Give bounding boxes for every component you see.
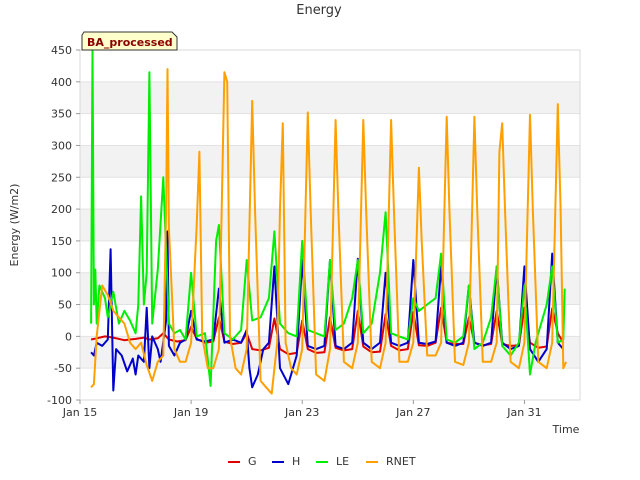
legend: G H LE RNET xyxy=(228,455,416,468)
y-tick-label: 250 xyxy=(51,171,72,184)
y-tick-label: 0 xyxy=(65,330,72,343)
x-tick-label: Jan 31 xyxy=(506,406,541,419)
y-tick-label: 100 xyxy=(51,267,72,280)
plot-frame xyxy=(79,49,581,401)
series-line-le xyxy=(90,49,566,387)
x-tick-label: Jan 19 xyxy=(173,406,208,419)
y-axis-ticks: -100 -50 0 50 100 150 200 250 300 350 400 450 xyxy=(47,44,80,407)
legend-item-rnet: RNET xyxy=(366,455,416,468)
grid-band xyxy=(80,209,580,241)
series-line-rnet xyxy=(90,68,568,395)
legend-item-h: H xyxy=(272,455,300,468)
x-tick-label: Jan 23 xyxy=(284,406,319,419)
grid-band xyxy=(80,81,580,114)
y-tick-label: 450 xyxy=(51,44,72,57)
legend-label: LE xyxy=(336,455,349,468)
x-tick-label: Jan 15 xyxy=(62,406,97,419)
y-tick-label: 400 xyxy=(51,76,72,89)
grid-band xyxy=(80,145,580,178)
legend-item-g: G xyxy=(228,455,257,468)
processed-badge: BA_processed xyxy=(81,31,178,51)
x-axis-title: Time xyxy=(552,423,580,436)
legend-label: G xyxy=(248,455,257,468)
y-tick-label: 300 xyxy=(51,139,72,152)
legend-label: H xyxy=(292,455,300,468)
legend-item-le: LE xyxy=(316,455,349,468)
y-tick-label: 50 xyxy=(58,299,72,312)
y-axis-title: Energy (W/m2) xyxy=(8,184,21,267)
x-tick-label: Jan 27 xyxy=(395,406,430,419)
badge-box xyxy=(81,31,178,51)
y-tick-label: -100 xyxy=(47,394,72,407)
y-tick-label: 200 xyxy=(51,203,72,216)
y-tick-label: -50 xyxy=(54,362,72,375)
y-tick-label: 350 xyxy=(51,108,72,121)
x-axis-ticks: Jan 15 Jan 19 Jan 23 Jan 27 Jan 31 xyxy=(62,400,542,419)
series-lines xyxy=(90,49,568,395)
chart-title: Energy xyxy=(296,3,342,18)
legend-label: RNET xyxy=(386,455,416,468)
y-tick-label: 150 xyxy=(51,235,72,248)
badge-label: BA_processed xyxy=(87,36,173,49)
